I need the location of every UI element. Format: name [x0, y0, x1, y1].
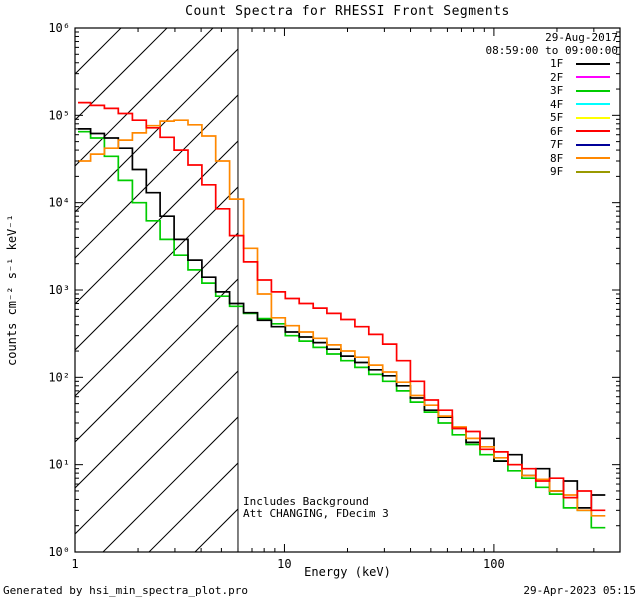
legend-item-6F: 6F [550, 124, 610, 138]
legend-item-5F: 5F [550, 111, 610, 124]
legend-label: 6F [550, 124, 564, 138]
legend-label: 2F [550, 70, 564, 84]
y-tick-label: 10⁴ [48, 196, 70, 210]
observation-time-range: 08:59:00 to 09:00:00 [485, 44, 618, 57]
legend-color-dash [576, 103, 610, 105]
observation-date: 29-Aug-2017 [545, 31, 618, 44]
legend-item-3F: 3F [550, 84, 610, 97]
x-tick-label: 10 [277, 557, 291, 571]
annotation-attenuator-state: Att CHANGING, FDecim 3 [243, 507, 389, 520]
legend-label: 7F [550, 138, 564, 151]
legend-color-dash [576, 76, 610, 78]
legend-label: 1F [550, 57, 564, 70]
legend-item-7F: 7F [550, 138, 610, 151]
legend-color-dash [576, 62, 610, 65]
plot-frame [74, 27, 621, 553]
legend-item-9F: 9F [550, 165, 610, 178]
series-1F-curve [78, 128, 606, 509]
legend-item-2F: 2F [550, 70, 610, 84]
legend-color-dash [576, 170, 610, 173]
y-tick-label: 10² [48, 370, 70, 384]
legend-item-8F: 8F [550, 151, 610, 165]
y-tick-label: 10¹ [48, 458, 70, 472]
render-timestamp: 29-Apr-2023 05:15 [523, 584, 636, 597]
chart-title: Count Spectra for RHESSI Front Segments [185, 4, 510, 19]
x-tick-label: 100 [483, 557, 505, 571]
annotation-includes-background: Includes Background [243, 495, 369, 508]
legend-color-dash [576, 89, 610, 92]
legend: 1F 2F 3F 4F 5F 6F 7F 8F 9F [550, 57, 610, 178]
legend-item-1F: 1F [550, 57, 610, 70]
hatched-attenuator-region [75, 28, 238, 552]
legend-color-dash [576, 157, 610, 159]
series-curves [78, 101, 606, 529]
legend-color-dash [576, 116, 610, 119]
y-tick-label: 10⁵ [48, 108, 70, 122]
generator-credit: Generated by hsi_min_spectra_plot.pro [3, 584, 249, 597]
legend-label: 8F [550, 151, 564, 165]
legend-label: 5F [550, 111, 564, 124]
legend-label: 4F [550, 97, 564, 111]
y-tick-label: 10³ [48, 283, 70, 297]
axis-ticks [74, 27, 620, 553]
legend-label: 3F [550, 84, 564, 97]
observation-datetime: 29-Aug-2017 08:59:00 to 09:00:00 [486, 31, 618, 57]
series-3F-curve [78, 130, 606, 529]
legend-color-dash [576, 130, 610, 132]
y-axis-label: counts cm⁻² s⁻¹ keV⁻¹ [5, 214, 19, 366]
y-tick-label: 10⁶ [48, 21, 70, 35]
x-tick-label: 1 [71, 557, 78, 571]
legend-color-dash [576, 143, 610, 146]
x-axis-label: Energy (keV) [304, 565, 391, 579]
legend-item-4F: 4F [550, 97, 610, 111]
y-tick-label: 10⁰ [48, 545, 70, 559]
series-6F-curve [78, 101, 606, 512]
legend-label: 9F [550, 165, 564, 178]
